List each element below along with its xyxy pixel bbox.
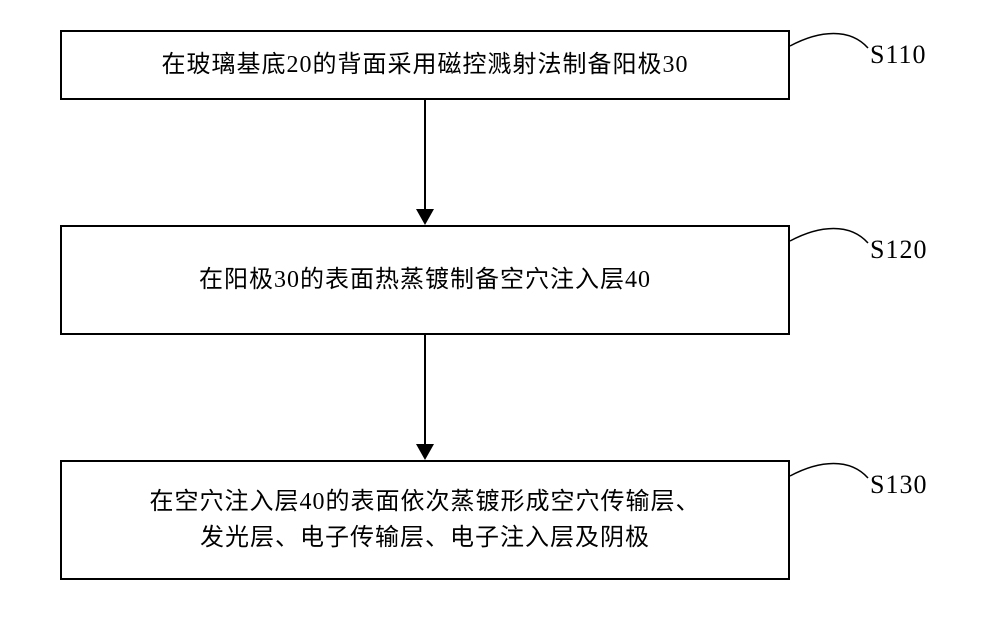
connector-curve-s110 xyxy=(790,34,868,49)
step-text-s120: 在阳极30的表面热蒸镀制备空穴注入层40 xyxy=(199,262,651,298)
step-box-s110: 在玻璃基底20的背面采用磁控溅射法制备阳极30 xyxy=(60,30,790,100)
step-label-s130: S130 xyxy=(870,470,927,500)
arrow-s110-s120 xyxy=(416,100,434,225)
flowchart-canvas: 在玻璃基底20的背面采用磁控溅射法制备阳极30 S110 在阳极30的表面热蒸镀… xyxy=(0,0,1000,625)
arrow-s120-s130 xyxy=(416,335,434,460)
connector-curve-s120 xyxy=(790,229,868,244)
step-text-s110: 在玻璃基底20的背面采用磁控溅射法制备阳极30 xyxy=(162,47,689,83)
step-text-s130: 在空穴注入层40的表面依次蒸镀形成空穴传输层、 发光层、电子传输层、电子注入层及… xyxy=(150,484,701,556)
connector-curve-s130 xyxy=(790,464,868,479)
step-label-s120: S120 xyxy=(870,235,927,265)
step-box-s120: 在阳极30的表面热蒸镀制备空穴注入层40 xyxy=(60,225,790,335)
step-label-s110: S110 xyxy=(870,40,927,70)
step-box-s130: 在空穴注入层40的表面依次蒸镀形成空穴传输层、 发光层、电子传输层、电子注入层及… xyxy=(60,460,790,580)
